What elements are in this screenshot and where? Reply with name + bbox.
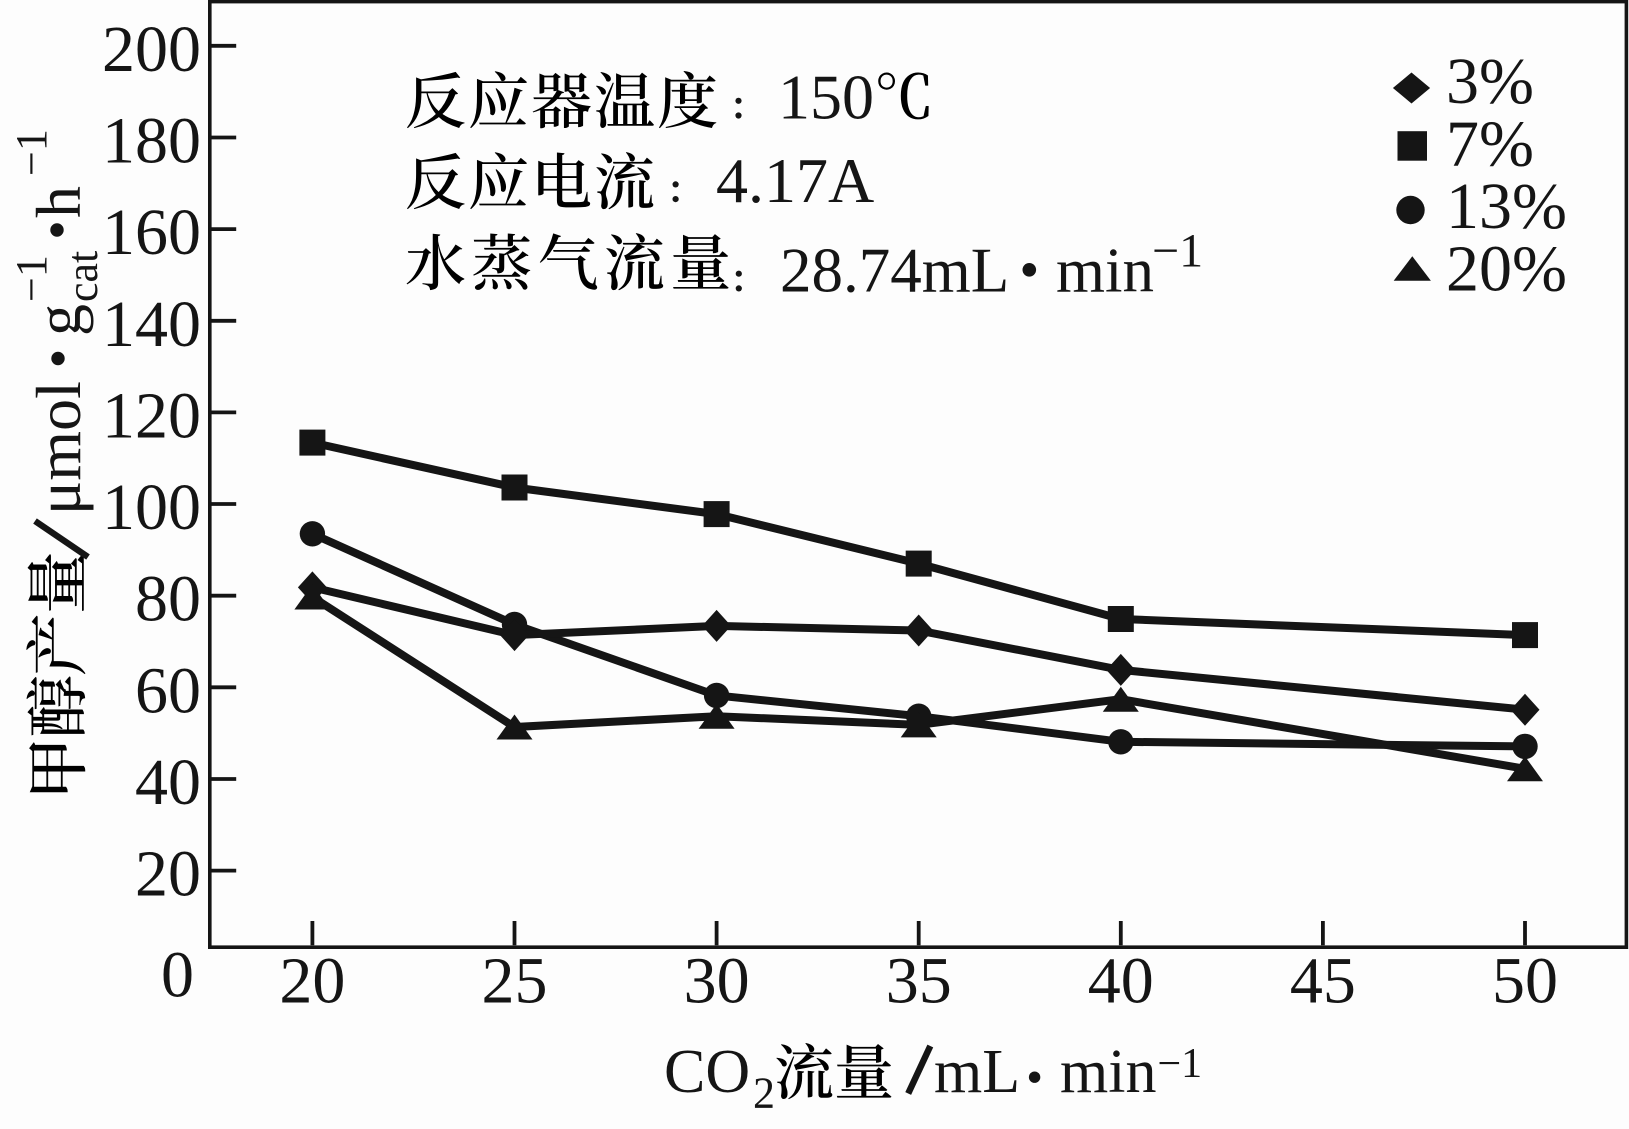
svg-text:−1: −1 [7, 129, 56, 176]
svg-text:200: 200 [102, 13, 201, 86]
svg-text:cat: cat [58, 251, 107, 302]
svg-text:h: h [23, 186, 94, 218]
svg-text:60: 60 [135, 654, 201, 727]
svg-text:g: g [23, 304, 94, 336]
svg-text:28.74mL: 28.74mL [780, 235, 1009, 305]
svg-text:25: 25 [482, 945, 548, 1018]
svg-text:4.17A: 4.17A [716, 145, 874, 216]
svg-text:160: 160 [102, 196, 201, 269]
svg-text:40: 40 [1088, 945, 1154, 1018]
svg-text:20%: 20% [1446, 233, 1567, 306]
svg-text:7%: 7% [1446, 108, 1534, 181]
svg-text:13%: 13% [1446, 170, 1567, 243]
svg-text:80: 80 [135, 563, 201, 636]
svg-text:40: 40 [135, 746, 201, 819]
svg-text:−1: −1 [1152, 224, 1203, 277]
svg-text:45: 45 [1290, 945, 1356, 1018]
svg-text:35: 35 [886, 945, 952, 1018]
svg-text:μmol: μmol [23, 381, 94, 515]
svg-text:CO: CO [664, 1038, 750, 1106]
svg-text:0: 0 [161, 939, 194, 1012]
svg-text:20: 20 [135, 838, 201, 911]
svg-text:20: 20 [279, 945, 345, 1018]
svg-text:180: 180 [102, 105, 201, 178]
svg-text:100: 100 [102, 471, 201, 544]
svg-text:−1: −1 [7, 255, 56, 302]
svg-text:3%: 3% [1446, 45, 1534, 118]
svg-text:150: 150 [778, 61, 874, 132]
svg-text:140: 140 [102, 288, 201, 361]
svg-text:2: 2 [753, 1069, 775, 1118]
svg-text:50: 50 [1492, 945, 1558, 1018]
svg-text:30: 30 [684, 945, 750, 1018]
svg-text:min: min [1060, 1038, 1156, 1106]
svg-text:mL: mL [934, 1038, 1020, 1106]
svg-text:−1: −1 [1158, 1041, 1203, 1087]
svg-text:120: 120 [102, 379, 201, 452]
svg-text:min: min [1056, 235, 1154, 305]
